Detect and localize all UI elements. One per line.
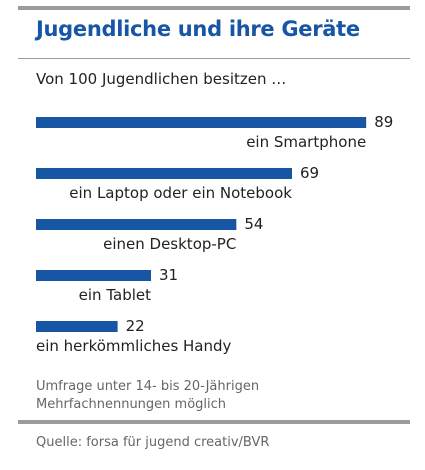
bar: [36, 168, 292, 179]
bar-value-label: 69: [300, 164, 319, 182]
survey-note-line-2: Mehrfachnennungen möglich: [36, 397, 227, 412]
chart-subtitle: Von 100 Jugendlichen besitzen …: [36, 70, 287, 88]
survey-note-line-1: Umfrage unter 14- bis 20-Jährigen: [36, 379, 260, 394]
chart-title: Jugendliche und ihre Geräte: [36, 17, 360, 41]
bar-category-label: einen Desktop-PC: [103, 235, 236, 253]
bar-category-label: ein Smartphone: [246, 133, 366, 151]
bar: [36, 219, 237, 230]
bar-value-label: 89: [374, 113, 393, 131]
bar-category-label: ein herkömmliches Handy: [36, 337, 232, 355]
top-rule: [18, 6, 410, 10]
source-note: Quelle: forsa für jugend creativ/BVR: [36, 435, 270, 450]
bar-category-label: ein Tablet: [79, 286, 151, 304]
bar: [36, 117, 367, 128]
bar-value-label: 22: [126, 317, 145, 335]
title-divider: [18, 58, 410, 59]
bar: [36, 321, 118, 332]
bar-category-label: ein Laptop oder ein Notebook: [69, 184, 292, 202]
bar-value-label: 31: [159, 266, 178, 284]
survey-note: Umfrage unter 14- bis 20-Jährigen Mehrfa…: [36, 378, 259, 414]
bar-value-label: 54: [244, 215, 263, 233]
bottom-rule: [18, 420, 410, 424]
bar: [36, 270, 152, 281]
